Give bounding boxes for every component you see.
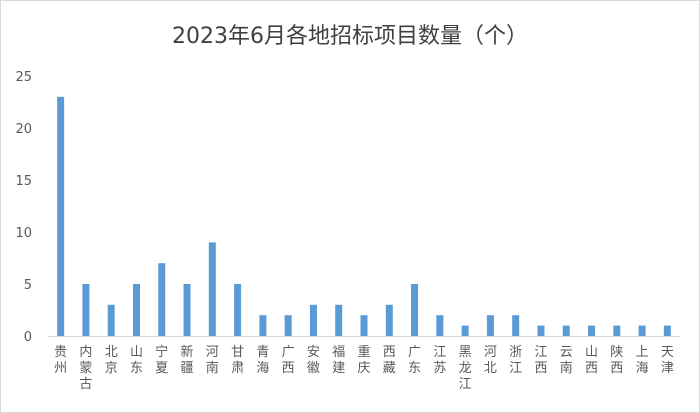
bar-广西: [284, 315, 292, 336]
x-tick-label: 西藏: [383, 345, 396, 376]
x-tick-label: 北京: [105, 345, 118, 376]
bar-陕西: [613, 325, 621, 336]
bar-福建: [335, 304, 343, 336]
x-tick-label: 江西: [534, 345, 547, 376]
x-tick-label: 安徽: [307, 345, 320, 376]
bar-内蒙古: [82, 284, 90, 336]
x-tick-label: 河北: [484, 345, 497, 376]
bar-黑龙江: [461, 325, 469, 336]
bar-上海: [638, 325, 646, 336]
bar-重庆: [360, 315, 368, 336]
bar-贵州: [57, 96, 65, 336]
x-tick-label: 天津: [661, 345, 674, 376]
x-tick-label: 宁夏: [155, 344, 168, 376]
x-tick-label: 甘肃: [231, 345, 244, 376]
x-tick-label: 山西: [585, 345, 598, 376]
x-tick-label: 青海: [256, 345, 269, 376]
x-tick-label: 浙江: [509, 345, 522, 376]
x-tick-label: 福建: [332, 345, 345, 376]
bar-江西: [537, 325, 545, 336]
y-tick-label: 5: [24, 278, 32, 293]
bar-青海: [259, 315, 267, 336]
bar-新疆: [183, 284, 191, 336]
bar-北京: [107, 304, 115, 336]
x-tick-label: 广西: [282, 345, 295, 376]
bars: [57, 96, 671, 336]
x-tick-label: 云南: [560, 345, 573, 376]
x-tick-label: 新疆: [181, 344, 194, 376]
bar-云南: [562, 325, 570, 336]
x-tick-label: 广东: [408, 345, 421, 376]
bar-河南: [208, 242, 216, 336]
bar-江苏: [436, 315, 444, 336]
y-axis: 0 5 10 15 20 25: [15, 70, 32, 345]
bar-宁夏: [158, 263, 166, 336]
x-tick-label: 山东: [130, 345, 143, 376]
bar-浙江: [512, 315, 520, 336]
bar-甘肃: [234, 284, 242, 336]
bar-山东: [132, 284, 140, 336]
x-tick-label: 陕西: [610, 345, 623, 376]
x-tick-label: 黑龙江: [459, 345, 472, 392]
x-tick-label: 上海: [636, 345, 649, 376]
bar-广东: [411, 284, 419, 336]
bar-西藏: [385, 304, 393, 336]
y-tick-label: 20: [15, 122, 32, 137]
y-tick-label: 0: [24, 330, 32, 345]
x-tick-label: 河南: [206, 345, 219, 376]
y-tick-label: 25: [15, 70, 32, 85]
bar-天津: [663, 325, 671, 336]
x-tick-label: 内蒙古: [79, 344, 92, 392]
x-tick-label: 贵州: [54, 345, 67, 376]
x-tick-label: 江苏: [433, 345, 446, 376]
y-tick-label: 15: [15, 174, 32, 189]
x-axis: 贵州内蒙古北京山东宁夏新疆河南甘肃青海广西安徽福建重庆西藏广东江苏黑龙江河北浙江…: [54, 344, 674, 392]
bar-河北: [486, 315, 494, 336]
x-tick-label: 重庆: [357, 344, 370, 376]
y-tick-label: 10: [15, 226, 32, 241]
chart-title: 2023年6月各地招标项目数量（个）: [172, 24, 528, 49]
bar-安徽: [309, 304, 317, 336]
bar-山西: [588, 325, 596, 336]
